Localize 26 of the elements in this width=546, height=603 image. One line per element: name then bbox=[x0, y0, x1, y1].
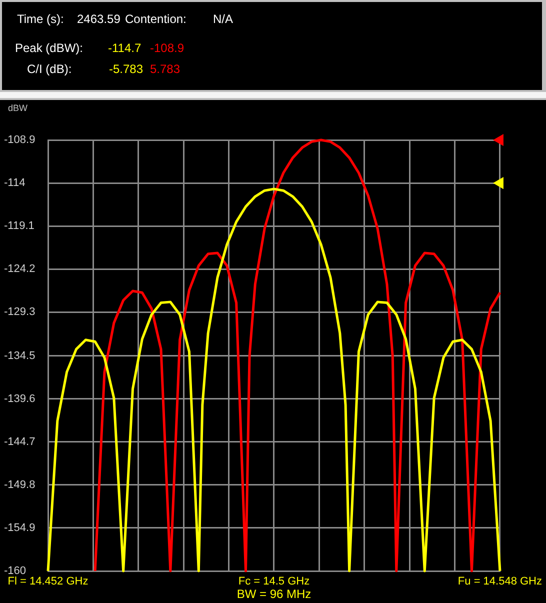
y-tick-label: -129.3 bbox=[4, 306, 36, 318]
text: Contention: bbox=[125, 12, 186, 26]
y-axis-title: dBW bbox=[8, 103, 28, 113]
y-tick-label: -119.1 bbox=[4, 220, 34, 232]
x-tick-label: Fc = 14.5 GHz bbox=[238, 576, 310, 588]
y-tick-label: -108.9 bbox=[4, 134, 36, 146]
y-tick-label: -139.6 bbox=[4, 392, 36, 405]
y-tick-label: -149.8 bbox=[4, 479, 36, 491]
text: -108.9 bbox=[150, 41, 184, 55]
text: BW = 96 MHz bbox=[236, 587, 312, 601]
y-tick-label: -160 bbox=[4, 565, 26, 578]
text: Peak (dBW): bbox=[15, 41, 84, 55]
y-tick-label: -124.2 bbox=[4, 263, 36, 276]
text: N/A bbox=[213, 12, 234, 26]
y-tick-label: -154.9 bbox=[4, 522, 36, 534]
x-tick-label: Fu = 14.548 GHz bbox=[458, 576, 542, 588]
text: 2463.59 bbox=[77, 12, 120, 26]
x-tick-label: Fl = 14.452 GHz bbox=[8, 576, 88, 588]
text: -5.783 bbox=[109, 62, 144, 76]
text: C/I (dB): bbox=[27, 62, 72, 76]
text: 5.783 bbox=[150, 62, 180, 76]
y-tick-label: -144.7 bbox=[4, 436, 36, 448]
text: Time (s): bbox=[17, 12, 64, 26]
text: -114.7 bbox=[108, 41, 142, 55]
y-tick-label: -114 bbox=[4, 177, 26, 190]
y-tick-label: -134.5 bbox=[4, 350, 36, 362]
